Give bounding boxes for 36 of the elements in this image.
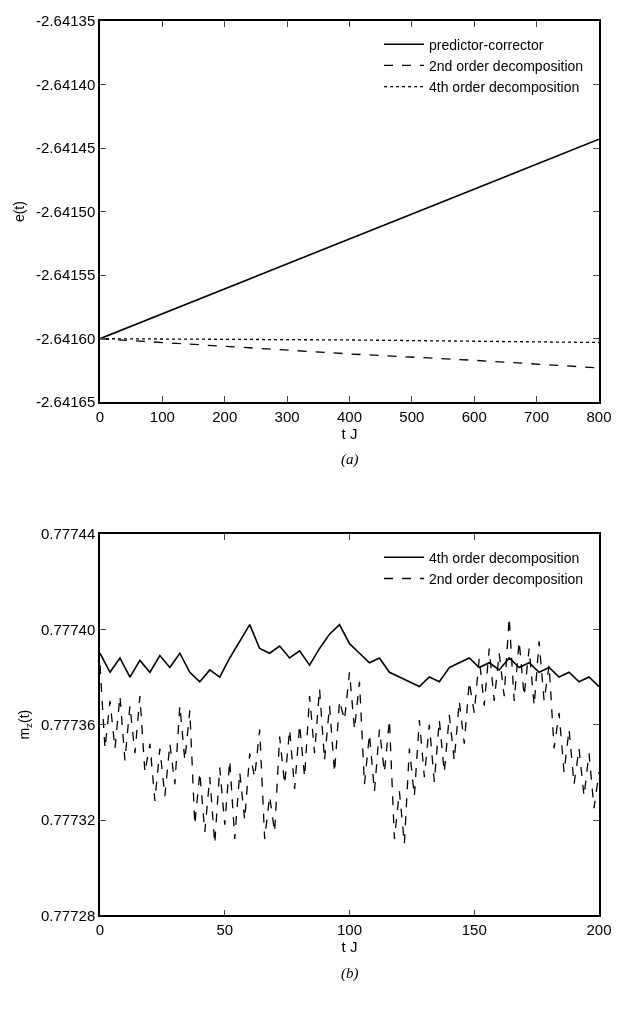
y-tick-label: 0.77740 <box>41 620 96 638</box>
legend-label: predictor-corrector <box>429 36 544 53</box>
text: (a) <box>341 451 359 468</box>
x-tick-label: 100 <box>336 921 363 939</box>
y-tick-label: -2.64145 <box>36 139 96 157</box>
y-axis-title: e(t) <box>11 201 28 223</box>
x-tick-label: 200 <box>212 407 238 425</box>
legend-label: 2nd order decomposition <box>429 570 584 587</box>
x-tick-label: 600 <box>461 407 487 425</box>
x-tick-label: 100 <box>149 407 175 425</box>
x-tick-label: 0 <box>95 407 105 425</box>
x-tick-label: 50 <box>216 921 234 939</box>
x-axis-title: t J <box>341 938 358 956</box>
y-tick-label: -2.64155 <box>36 266 96 284</box>
x-tick-label: 500 <box>399 407 425 425</box>
legend-label: 2nd order decomposition <box>429 57 584 74</box>
x-tick-label: 700 <box>524 407 550 425</box>
y-tick-label: 0.77732 <box>41 811 96 829</box>
y-tick-label: -2.64135 <box>36 12 96 30</box>
x-axis-title: t J <box>341 424 358 442</box>
y-tick-label: 0.77736 <box>41 715 96 733</box>
y-tick-label: -2.64140 <box>36 75 96 93</box>
x-tick-label: 150 <box>461 921 487 939</box>
y-tick-label: 0.77728 <box>41 906 96 924</box>
x-tick-label: 200 <box>586 921 612 939</box>
x-tick-label: 0 <box>95 921 105 939</box>
y-tick-label: 0.77744 <box>41 525 96 543</box>
text: (b) <box>341 965 359 982</box>
x-tick-label: 800 <box>586 407 612 425</box>
legend-label: 4th order decomposition <box>429 549 580 566</box>
y-tick-label: -2.64160 <box>36 329 96 347</box>
y-tick-label: -2.64150 <box>36 202 96 220</box>
legend-label: 4th order decomposition <box>429 79 580 96</box>
y-tick-label: -2.64165 <box>36 393 96 411</box>
x-tick-label: 300 <box>274 407 300 425</box>
x-tick-label: 400 <box>336 407 363 425</box>
